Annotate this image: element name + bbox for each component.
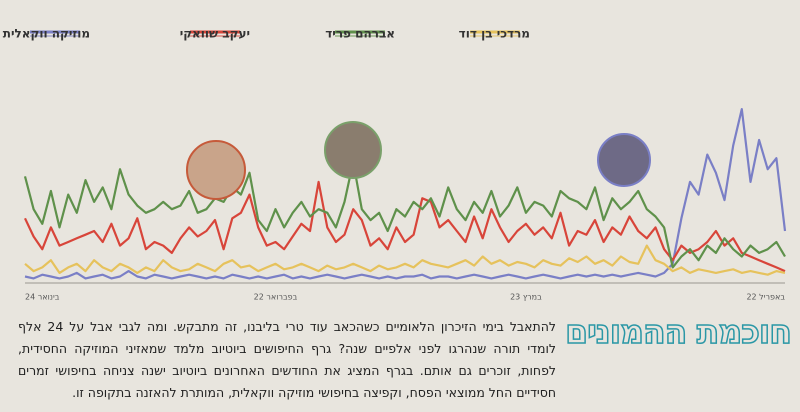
photo [324,121,382,179]
legend-label: אברהם פריד [325,27,395,41]
series-line [24,108,787,280]
legend-label: מוזיקה ווקאלית [3,27,90,41]
series-line [24,244,786,276]
body-text: להתאבל בימי הזיכרון הלאומיים כשהכאב עוד … [18,319,557,400]
x-tick-label: 22 בפברואר [254,293,298,302]
series-line [24,180,786,273]
x-tick-label: 23 במרץ [510,293,542,302]
x-tick-label: 24 בינואר [25,293,60,302]
x-tick-label: 22 באפריל [746,293,785,302]
legend-label: מרדכי בן דוד [459,27,530,41]
photos [186,121,651,200]
photo [597,133,651,187]
series-line [23,160,786,269]
photo [186,140,246,200]
headline: חוכמת ההמונים [564,311,792,352]
legend-label: יעקב שוואקי [180,27,250,41]
